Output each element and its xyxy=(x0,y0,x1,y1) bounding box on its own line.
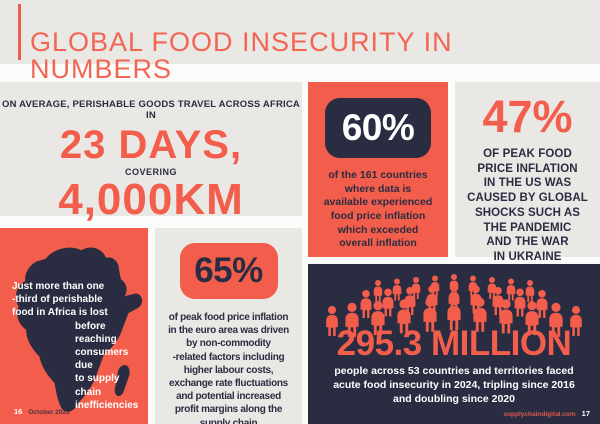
africa-loss-text-left: Just more than one -third of perishable … xyxy=(12,281,108,319)
stat-65-percent: 65% xyxy=(179,243,278,299)
euro-inflation-description: of peak food price inflation in the euro… xyxy=(168,312,289,424)
card-perishable-travel: ON AVERAGE, PERISHABLE GOODS TRAVEL ACRO… xyxy=(0,82,302,222)
footer-right: supplychaindigital.com 17 xyxy=(503,409,590,418)
card-africa-food-loss: Just more than one -third of perishable … xyxy=(0,228,148,424)
travel-distance-stat: 4,000KM xyxy=(58,175,244,224)
card-euro-inflation: 65% of peak food price inflation in the … xyxy=(155,228,302,424)
travel-days-stat: 23 DAYS, xyxy=(59,123,243,167)
travel-connector-text: COVERING xyxy=(124,167,177,177)
stat-295-million: 295.3 MILLION xyxy=(336,324,572,363)
footer-page-number-right: 17 xyxy=(581,409,590,418)
page-title: GLOBAL FOOD INSECURITY IN NUMBERS xyxy=(30,27,453,84)
countries-description: of the 161 countries where data is avail… xyxy=(323,169,433,250)
footer-left: 16 October 2025 xyxy=(14,407,70,416)
footer-date: October 2025 xyxy=(28,409,70,416)
card-acute-insecurity: 295.3 MILLION people across 53 countries… xyxy=(308,264,600,424)
africa-loss-text: Just more than one -third of perishable … xyxy=(12,280,144,412)
card-us-inflation: 47% OF PEAK FOOD PRICE INFLATION IN THE … xyxy=(455,82,600,263)
africa-map-icon xyxy=(15,247,143,412)
stat-60-percent: 60% xyxy=(325,98,431,158)
footer-site-url: supplychaindigital.com xyxy=(503,411,576,418)
travel-intro-text: ON AVERAGE, PERISHABLE GOODS TRAVEL ACRO… xyxy=(2,99,300,121)
title-accent-rule xyxy=(18,4,21,60)
acute-insecurity-description: people across 53 countries and territori… xyxy=(333,365,575,405)
footer-page-number-left: 16 xyxy=(14,407,23,416)
header-band: GLOBAL FOOD INSECURITY IN NUMBERS xyxy=(0,0,600,83)
card-countries-inflation: 60% of the 161 countries where data is a… xyxy=(308,82,448,257)
africa-loss-text-right: before reaching consumers due to supply … xyxy=(75,320,139,411)
stat-47-percent: 47% xyxy=(482,91,573,142)
us-inflation-description: OF PEAK FOOD PRICE INFLATION IN THE US W… xyxy=(467,148,588,264)
